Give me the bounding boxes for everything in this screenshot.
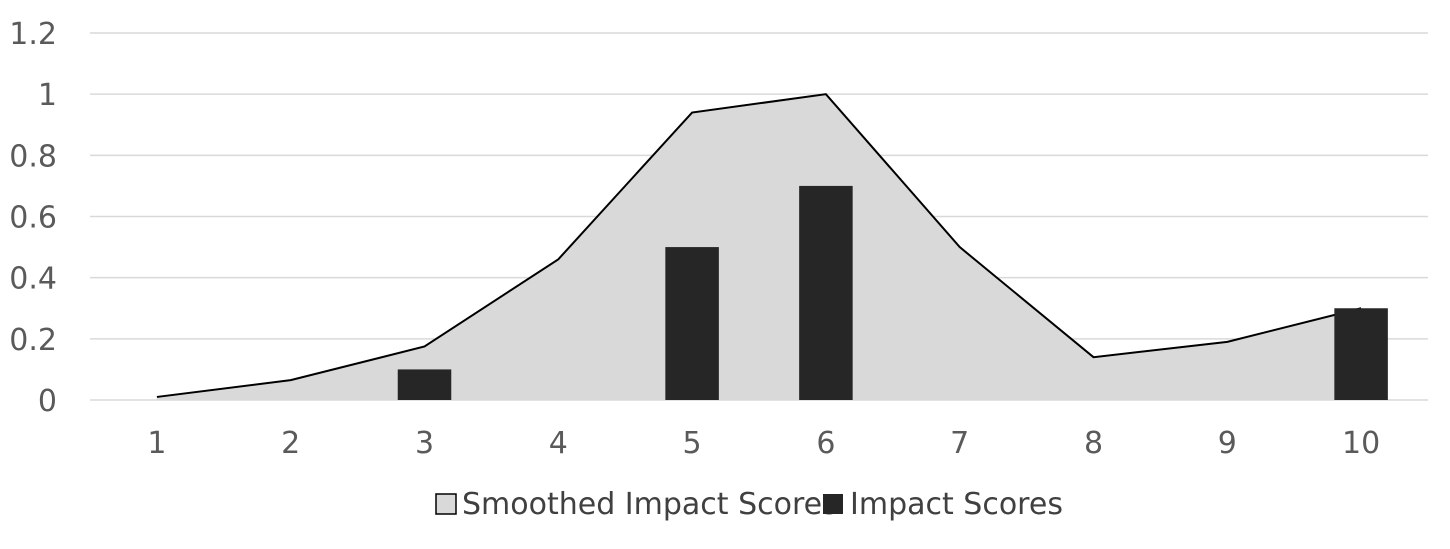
impact-bar [1334,308,1388,400]
x-tick-label: 10 [1342,426,1380,461]
x-tick-label: 4 [549,426,568,461]
x-tick-label: 8 [1084,426,1103,461]
y-tick-label: 0 [38,384,57,419]
smoothed-area-series [156,93,1362,401]
x-tick-label: 7 [950,426,969,461]
x-tick-label: 9 [1218,426,1237,461]
y-tick-label: 0.8 [9,139,57,174]
legend-swatch-impact [823,494,843,514]
impact-bar [665,247,719,400]
smoothed-area-fill [156,94,1362,401]
legend-label-smoothed: Smoothed Impact Scores [462,487,838,522]
smoothed-area-line [156,93,1362,398]
x-tick-label: 1 [147,426,166,461]
x-tick-label: 3 [415,426,434,461]
y-tick-label: 0.2 [9,323,57,358]
legend-swatch-smoothed [435,493,457,515]
impact-bars-series [397,185,1388,400]
legend: Smoothed Impact Scores Impact Scores [435,487,1063,522]
x-axis: 1 2 3 4 5 6 7 8 9 10 [147,426,1380,461]
y-tick-label: 0.6 [9,201,57,236]
x-tick-label: 2 [281,426,300,461]
y-tick-label: 0.4 [9,262,57,297]
y-tick-label: 1.2 [9,17,57,52]
x-tick-label: 6 [816,426,835,461]
impact-bar [799,185,853,400]
legend-label-impact: Impact Scores [850,487,1063,522]
impact-bar [397,369,452,400]
y-axis: 0 0.2 0.4 0.6 0.8 1 1.2 [9,17,57,419]
x-tick-label: 5 [683,426,702,461]
y-tick-label: 1 [38,78,57,113]
